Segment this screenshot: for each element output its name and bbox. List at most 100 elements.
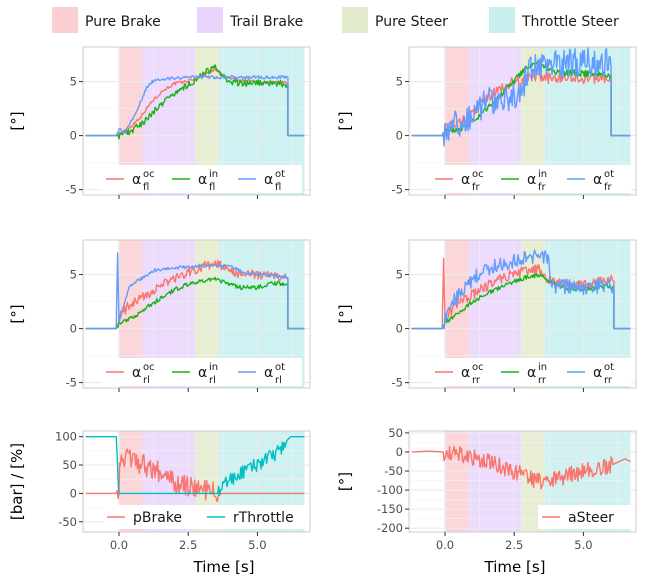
y-tick-label: 5 — [70, 268, 77, 282]
y-tick-label: 100 — [55, 430, 77, 444]
y-axis-label: [bar] / [%] — [8, 443, 26, 520]
phase-band-1 — [468, 431, 522, 532]
plot-border — [82, 46, 311, 196]
x-axis-label-left: Time [s] — [193, 558, 255, 576]
legend-label: α — [461, 172, 470, 188]
plot-border — [82, 239, 311, 389]
series-line-ot — [411, 249, 631, 330]
legend-label-sub: rl — [209, 375, 216, 386]
y-tick-label: 0 — [70, 129, 77, 143]
phase-label-1: Trail Brake — [229, 14, 303, 30]
legend-label: α — [132, 172, 141, 188]
y-tick-label: -200 — [377, 521, 403, 535]
legend-background — [431, 358, 631, 386]
legend-label-sup: in — [538, 362, 547, 373]
phase-band-0 — [444, 431, 469, 532]
legend-background — [103, 505, 308, 529]
legend-label-sub: rr — [538, 375, 547, 386]
y-tick-label: 5 — [70, 75, 77, 89]
panel-brake-throttle: -50 0 50 100 0.0 2.5 5.0 [bar] / [%] pBrake rThro… — [8, 430, 311, 552]
legend-label-sup: oc — [143, 362, 155, 373]
legend-label-sub: fl — [209, 182, 215, 193]
legend-label-sup: ot — [604, 362, 614, 373]
legend-label-sup: ot — [275, 169, 285, 180]
y-axis-label: [°] — [336, 304, 354, 323]
phase-legend: Pure Brake Trail Brake Pure Steer Throttle … — [52, 7, 619, 33]
legend-label-sup: ot — [275, 362, 285, 373]
legend-label-sub: rl — [275, 375, 282, 386]
series-legend: pBrake rThrottle — [103, 505, 308, 529]
y-tick-label: -100 — [377, 483, 403, 497]
legend-label: α — [198, 172, 207, 188]
legend-label-sub: rr — [472, 375, 481, 386]
plot-border — [408, 46, 637, 196]
phase-key-2 — [342, 7, 368, 33]
legend-label-sub: fr — [538, 182, 547, 193]
phase-band-2 — [195, 240, 219, 388]
legend-label: α — [461, 365, 470, 381]
series-line-ot — [85, 75, 305, 137]
y-tick-label: 50 — [62, 458, 77, 472]
series-line-in — [85, 276, 305, 330]
legend-label-sub: rr — [604, 375, 613, 386]
y-tick-label: -5 — [392, 183, 403, 197]
legend-background — [431, 165, 631, 193]
legend-label: rThrottle — [233, 510, 294, 526]
y-tick-label: 0 — [396, 129, 403, 143]
legend-label-sub: fl — [143, 182, 149, 193]
series-line-rThrottle — [85, 436, 305, 496]
series-line-ot — [411, 46, 631, 147]
x-tick-label: 0.0 — [110, 538, 128, 552]
x-tick-label: 5.0 — [574, 538, 592, 552]
y-axis-label: [°] — [336, 111, 354, 130]
legend-label-sup: in — [209, 169, 218, 180]
y-tick-label: -150 — [377, 502, 403, 516]
y-tick-label: 0 — [396, 322, 403, 336]
legend-label: α — [593, 365, 602, 381]
x-tick-label: 2.5 — [505, 538, 523, 552]
legend-label-sub: fr — [472, 182, 481, 193]
y-tick-label: -50 — [384, 464, 403, 478]
legend-label: α — [264, 172, 273, 188]
legend-label-sub: fr — [604, 182, 613, 193]
x-tick-label: 2.5 — [179, 538, 197, 552]
legend-label-sup: in — [538, 169, 547, 180]
phase-key-3 — [489, 7, 515, 33]
plot-border — [82, 430, 311, 533]
phase-label-3: Throttle Steer — [521, 14, 619, 30]
legend-label: α — [132, 365, 141, 381]
y-tick-label: -5 — [392, 376, 403, 390]
legend-background — [102, 165, 302, 193]
legend-background — [102, 358, 302, 386]
legend-label: pBrake — [133, 510, 182, 526]
series-line-aSteer — [411, 445, 631, 490]
y-tick-label: 50 — [388, 426, 403, 440]
legend-label-sub: rl — [143, 375, 150, 386]
y-tick-label: -5 — [66, 183, 77, 197]
plot-border — [408, 239, 637, 389]
legend-label: α — [264, 365, 273, 381]
y-tick-label: 5 — [396, 75, 403, 89]
series-line-pBrake — [85, 448, 305, 503]
legend-label-sup: oc — [143, 169, 155, 180]
x-tick-label: 0.0 — [436, 538, 454, 552]
legend-label: α — [527, 365, 536, 381]
legend-label-sup: oc — [472, 362, 484, 373]
series-line-in — [411, 273, 631, 330]
legend-label-sup: oc — [472, 169, 484, 180]
plot-border — [408, 430, 637, 533]
legend-label: α — [593, 172, 602, 188]
series-line-ot — [85, 252, 305, 330]
x-tick-label: 5.0 — [248, 538, 266, 552]
x-axis-label-right: Time [s] — [484, 558, 546, 576]
panel-steering: -200 -150 -100 -50 0 50 0.0 2.5 5.0 [°] aSteer — [336, 426, 637, 552]
phase-label-0: Pure Brake — [85, 14, 161, 30]
